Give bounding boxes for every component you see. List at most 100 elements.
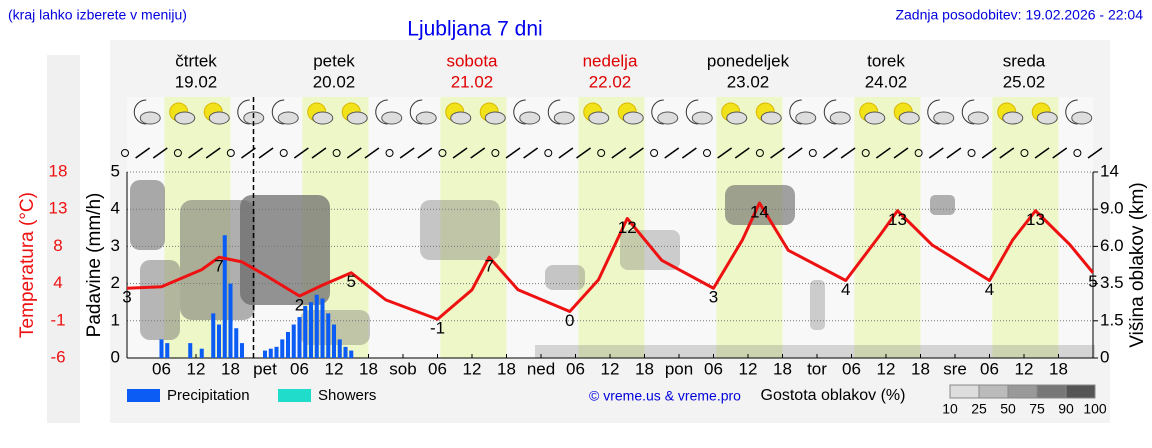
weather-icon <box>519 111 541 125</box>
wind-icon <box>544 149 553 157</box>
temperature-label: 7 <box>214 257 223 276</box>
wind-icon <box>279 149 288 157</box>
wind-icon <box>1052 147 1068 159</box>
wind-icon <box>681 147 697 159</box>
x-tick-label: 06 <box>842 359 861 378</box>
x-tick-label: 06 <box>704 359 723 378</box>
x-tick-label: 18 <box>359 359 378 378</box>
x-tick-label: 18 <box>497 359 516 378</box>
wind-icon <box>311 147 327 159</box>
weather-icon <box>1002 111 1024 125</box>
wind-icon <box>664 147 680 159</box>
wind-icon <box>364 147 380 159</box>
x-tick-label: 18 <box>1049 359 1068 378</box>
day-name: sobota <box>446 51 498 70</box>
y2-tick-label: 0 <box>1100 347 1109 366</box>
density-tick-label: 100 <box>1083 401 1107 417</box>
weather-icon <box>415 111 437 125</box>
density-swatch <box>1007 384 1038 399</box>
temperature-label: 4 <box>841 280 850 299</box>
x-tick-label: 06 <box>428 359 447 378</box>
day-date: 24.02 <box>865 72 908 91</box>
wind-icon <box>1034 147 1050 159</box>
wind-icon <box>346 147 362 159</box>
daylight-band <box>992 97 1059 358</box>
x-tick-label: 12 <box>325 359 344 378</box>
weather-icon <box>484 111 506 125</box>
density-swatch <box>1065 384 1096 399</box>
y-tick-label: 4 <box>111 199 120 218</box>
precipitation-bar <box>291 324 296 358</box>
weather-icon <box>553 111 575 125</box>
y-tick-label: 1 <box>111 310 120 329</box>
wind-icon <box>650 149 659 157</box>
temperature-label: 12 <box>618 218 637 237</box>
wind-icon <box>505 147 521 159</box>
precipitation-bar <box>159 339 164 358</box>
wind-icon <box>703 149 711 157</box>
day-name: sreda <box>1003 51 1046 70</box>
wind-icon <box>226 149 235 157</box>
day-date: 20.02 <box>313 72 356 91</box>
wind-icon <box>188 147 203 159</box>
y2-tick-label: 9.0 <box>1100 199 1124 218</box>
wind-icon <box>293 147 309 159</box>
weather-icon <box>829 111 851 125</box>
x-tick-label: pet <box>253 359 277 378</box>
temperature-tick-label: 13 <box>49 199 68 218</box>
x-tick-label: 06 <box>566 359 585 378</box>
temperature-tick-label: 18 <box>49 161 68 180</box>
weather-icon <box>1036 111 1058 125</box>
day-date: 21.02 <box>451 72 494 91</box>
density-swatch <box>949 384 980 399</box>
day-date: 25.02 <box>1003 72 1046 91</box>
wind-icon <box>823 147 838 159</box>
weather-icon <box>277 111 299 125</box>
precipitation-bar <box>314 294 319 358</box>
y2-axis-title: Višina oblakov (km) <box>1127 182 1148 347</box>
precipitation-bar <box>343 346 348 358</box>
wind-icon <box>258 147 274 159</box>
wind-icon <box>576 147 591 159</box>
temperature-label: 14 <box>750 202 769 221</box>
legend-swatch <box>278 389 311 402</box>
wind-icon <box>135 147 151 159</box>
weather-icon <box>726 111 748 125</box>
updated: Zadnja posodobitev: 19.02.2026 - 22:04 <box>895 7 1143 23</box>
weather-icon <box>691 111 713 125</box>
wind-icon <box>121 149 129 157</box>
wind-icon <box>787 147 803 159</box>
temperature-label: 2 <box>295 295 304 314</box>
daylight-band <box>854 97 921 358</box>
wind-icon <box>470 147 486 159</box>
wind-icon <box>332 149 341 157</box>
wind-icon <box>399 147 415 159</box>
precipitation-bar <box>303 305 308 358</box>
hint: (kraj lahko izberete v meniju) <box>8 7 187 23</box>
temperature-label: -1 <box>430 319 445 338</box>
x-tick-label: ned <box>527 359 555 378</box>
weather-icon <box>622 111 644 125</box>
temperature-label: 13 <box>888 210 907 229</box>
day-date: 19.02 <box>175 72 218 91</box>
wind-icon <box>914 149 923 157</box>
temperature-label: 5 <box>1088 272 1097 291</box>
density-tick-label: 75 <box>1029 401 1045 417</box>
precipitation-bar <box>274 346 279 358</box>
density-tick-label: 10 <box>942 401 958 417</box>
weather-icon <box>450 111 472 125</box>
day-name: petek <box>313 51 355 70</box>
temperature-line <box>126 201 1095 321</box>
y2-tick-label: 6.0 <box>1100 236 1124 255</box>
temperature-label: 0 <box>565 311 574 330</box>
wind-icon <box>770 147 785 159</box>
x-tick-label: 18 <box>911 359 930 378</box>
wind-icon <box>717 147 733 159</box>
density-tick-label: 25 <box>971 401 987 417</box>
day-date: 23.02 <box>727 72 770 91</box>
temperature-axis-title: Temperatura (°C) <box>17 192 38 338</box>
weather-icon <box>760 111 782 125</box>
wind-icon <box>173 149 182 157</box>
density-tick-label: 90 <box>1058 401 1074 417</box>
weather-icon <box>381 111 403 125</box>
